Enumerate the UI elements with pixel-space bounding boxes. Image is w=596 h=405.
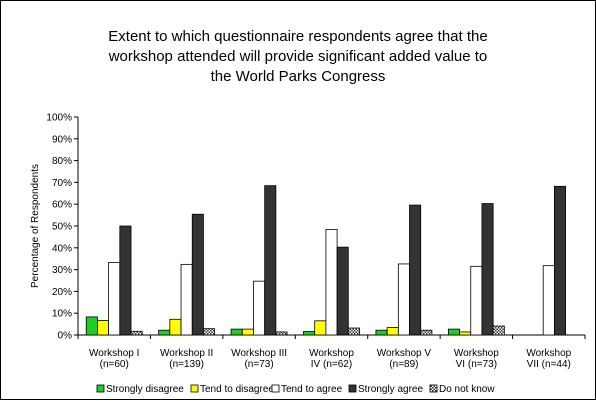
bar-strongly-disagree (447, 328, 460, 336)
legend-swatch (190, 384, 199, 393)
bar-tend-to-disagree (386, 327, 399, 336)
y-tick-label: 50% (52, 222, 72, 233)
legend-swatch (96, 384, 105, 393)
x-tick-label: (n=60) (100, 359, 129, 370)
legend: Strongly disagree Tend to disagree Tend to… (96, 384, 495, 395)
x-tick-label: (n=139) (169, 359, 204, 370)
bar-tend-to-agree (397, 263, 410, 336)
y-tick-label: 60% (52, 200, 72, 211)
legend-label: Do not know (439, 384, 495, 395)
bar-tend-to-disagree (169, 318, 182, 336)
bar-tend-to-disagree (241, 328, 254, 336)
legend-label: Strongly disagree (106, 384, 184, 395)
x-tick-label: Workshop II (160, 348, 213, 359)
bar-tend-to-agree (253, 280, 266, 336)
bar-tend-to-agree (180, 263, 193, 336)
bar-strongly-agree (119, 225, 132, 336)
chart-title-line: the World Parks Congress (211, 68, 386, 85)
legend-label: Tend to disagree (200, 384, 274, 395)
bar-strongly-disagree (230, 328, 243, 336)
bar-strongly-disagree (158, 329, 171, 336)
bar-tend-to-disagree (97, 319, 110, 336)
bar-do-not-know (347, 327, 360, 336)
y-tick-label: 10% (52, 309, 72, 320)
bars (85, 185, 566, 336)
bar-tend-to-agree (325, 229, 338, 336)
bar-strongly-disagree (303, 331, 316, 336)
x-tick-label: VII (n=44) (527, 359, 571, 370)
bar-do-not-know (130, 330, 143, 336)
x-tick-label: Workshop (309, 348, 354, 359)
bar-strongly-agree (191, 213, 204, 336)
y-tick-label: 40% (52, 243, 72, 254)
legend-swatch (348, 384, 357, 393)
legend-swatch (271, 384, 280, 393)
bar-strongly-agree (481, 203, 494, 336)
x-tick-label: VI (n=73) (456, 359, 497, 370)
chart-title-line: Extent to which questionnaire respondent… (108, 28, 487, 45)
bar-tend-to-disagree (459, 331, 472, 336)
y-tick-label: 100% (46, 113, 72, 124)
bar-tend-to-agree (542, 265, 555, 336)
x-tick-label: (n=89) (389, 359, 418, 370)
bar-do-not-know (492, 325, 505, 336)
x-tick-label: Workshop III (231, 348, 287, 359)
x-tick-label: IV (n=62) (311, 359, 352, 370)
bar-strongly-agree (409, 204, 422, 336)
legend-label: Tend to agree (281, 384, 343, 395)
y-tick-label: 70% (52, 178, 72, 189)
bar-tend-to-disagree (314, 320, 327, 336)
bar-strongly-disagree (85, 316, 98, 336)
y-tick-label: 30% (52, 265, 72, 276)
bar-strongly-agree (336, 246, 349, 336)
bar-strongly-agree (264, 185, 277, 336)
legend-swatch (429, 384, 438, 393)
chart-title: Extent to which questionnaire respondent… (108, 28, 488, 85)
legend-label: Strongly agree (358, 384, 423, 395)
bar-strongly-agree (553, 185, 566, 336)
y-tick-label: 80% (52, 156, 72, 167)
bar-strongly-disagree (375, 329, 388, 336)
bar-do-not-know (203, 328, 216, 336)
x-tick-label: Workshop V (377, 348, 432, 359)
x-tick-label: (n=73) (244, 359, 273, 370)
y-tick-label: 0% (58, 331, 73, 342)
y-tick-label: 20% (52, 287, 72, 298)
bar-tend-to-agree (470, 265, 483, 336)
chart-title-line: workshop attended will provide significa… (108, 48, 488, 65)
bar-do-not-know (420, 329, 433, 336)
y-axis-label: Percentage of Respondents (30, 164, 41, 288)
x-tick-label: Workshop (454, 348, 499, 359)
bar-do-not-know (275, 331, 288, 336)
x-tick-label: Workshop I (89, 348, 139, 359)
x-tick-label: Workshop (526, 348, 571, 359)
y-axis: 0% 10% 20% 30% 40% 50% 60% 70% 80% 90% 100% Percent… (30, 113, 79, 342)
bar-tend-to-agree (108, 262, 121, 336)
y-tick-label: 90% (52, 134, 72, 145)
